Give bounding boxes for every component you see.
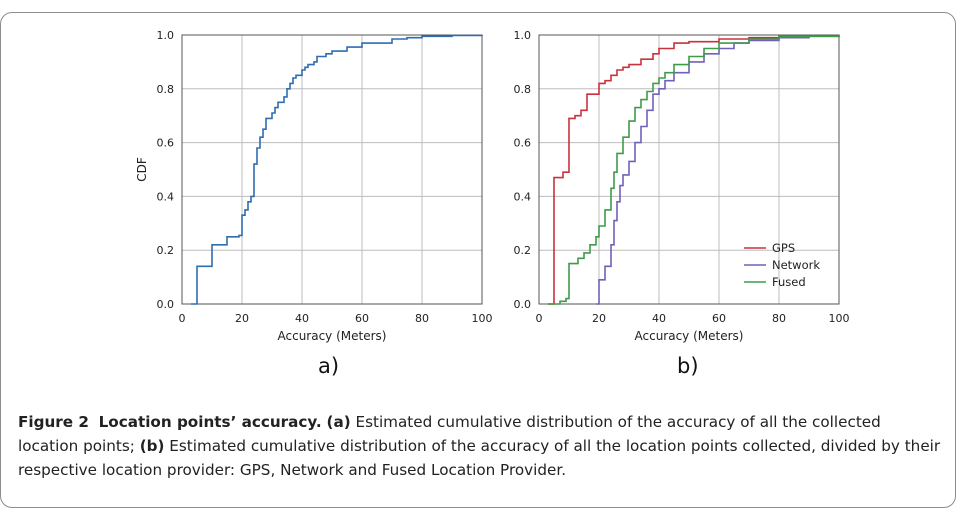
caption-part-b-tag: (b): [140, 437, 165, 455]
y-tick-label: 0.0: [514, 298, 532, 311]
y-tick-label: 0.4: [514, 190, 532, 203]
x-tick-label: 20: [592, 312, 606, 325]
x-tick-label: 60: [712, 312, 726, 325]
x-tick-label: 40: [652, 312, 666, 325]
x-tick-label: 0: [536, 312, 543, 325]
y-tick-label: 0.6: [514, 137, 532, 150]
legend-label-gps: GPS: [772, 241, 795, 255]
panel-b-tag: b): [677, 354, 699, 378]
x-tick-label: 80: [772, 312, 786, 325]
legend-label-fused: Fused: [772, 275, 806, 289]
y-tick-label: 0.8: [514, 83, 532, 96]
y-tick-label: 0.2: [514, 244, 532, 257]
figure-caption: Figure 2 Location points’ accuracy. (a) …: [18, 410, 943, 482]
caption-title: Location points’ accuracy.: [99, 413, 322, 431]
caption-prefix: Figure 2: [18, 413, 89, 431]
panel-a-tag: a): [318, 354, 339, 378]
y-tick-label: 1.0: [514, 29, 532, 42]
chart-panel-b: 0 20 40 60 80 100 0.0 0.2 0.4 0.6 0.8 1.0 Accuracy (…: [0, 0, 957, 400]
x-tick-label: 100: [829, 312, 850, 325]
caption-part-a-tag: (a): [327, 413, 351, 431]
x-axis-label: Accuracy (Meters): [635, 329, 744, 343]
legend-label-network: Network: [772, 258, 820, 272]
